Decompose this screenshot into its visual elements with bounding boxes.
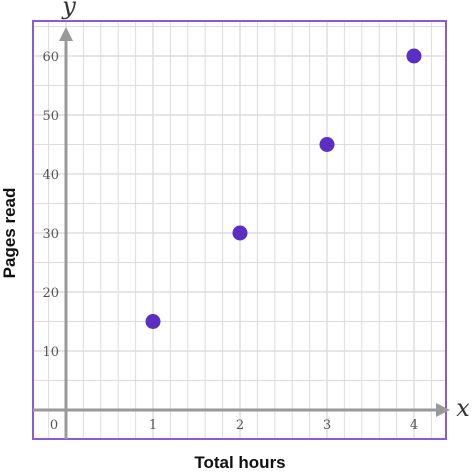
y-tick-label: 40 — [42, 168, 59, 183]
y-tick-label: 30 — [42, 227, 59, 242]
x-axis-title: Total hours — [194, 453, 285, 472]
data-points — [145, 48, 422, 329]
y-axis-arrowhead — [59, 27, 73, 41]
axes — [33, 27, 450, 439]
origin-label: 0 — [50, 418, 58, 433]
data-point — [145, 314, 161, 329]
plot-frame — [32, 20, 447, 440]
y-tick-label: 50 — [42, 109, 59, 124]
y-tick-label: 60 — [42, 50, 59, 65]
x-tick-label: 4 — [410, 418, 418, 433]
y-axis-symbol: y — [61, 0, 76, 20]
x-tick-label: 3 — [323, 418, 331, 433]
y-tick-label: 20 — [42, 286, 59, 301]
data-point — [406, 48, 422, 64]
data-point — [319, 137, 335, 152]
y-tick-label: 10 — [42, 345, 59, 360]
y-axis-title: Pages read — [0, 188, 19, 279]
x-tick-label: 2 — [236, 418, 244, 433]
x-axis-symbol: x — [456, 394, 470, 422]
grid — [33, 21, 446, 439]
x-tick-label: 1 — [149, 418, 157, 433]
tick-labels: 1 2 3 4 10 20 30 40 50 60 — [42, 50, 418, 433]
data-point — [232, 225, 248, 241]
x-axis-arrowhead — [436, 403, 450, 417]
